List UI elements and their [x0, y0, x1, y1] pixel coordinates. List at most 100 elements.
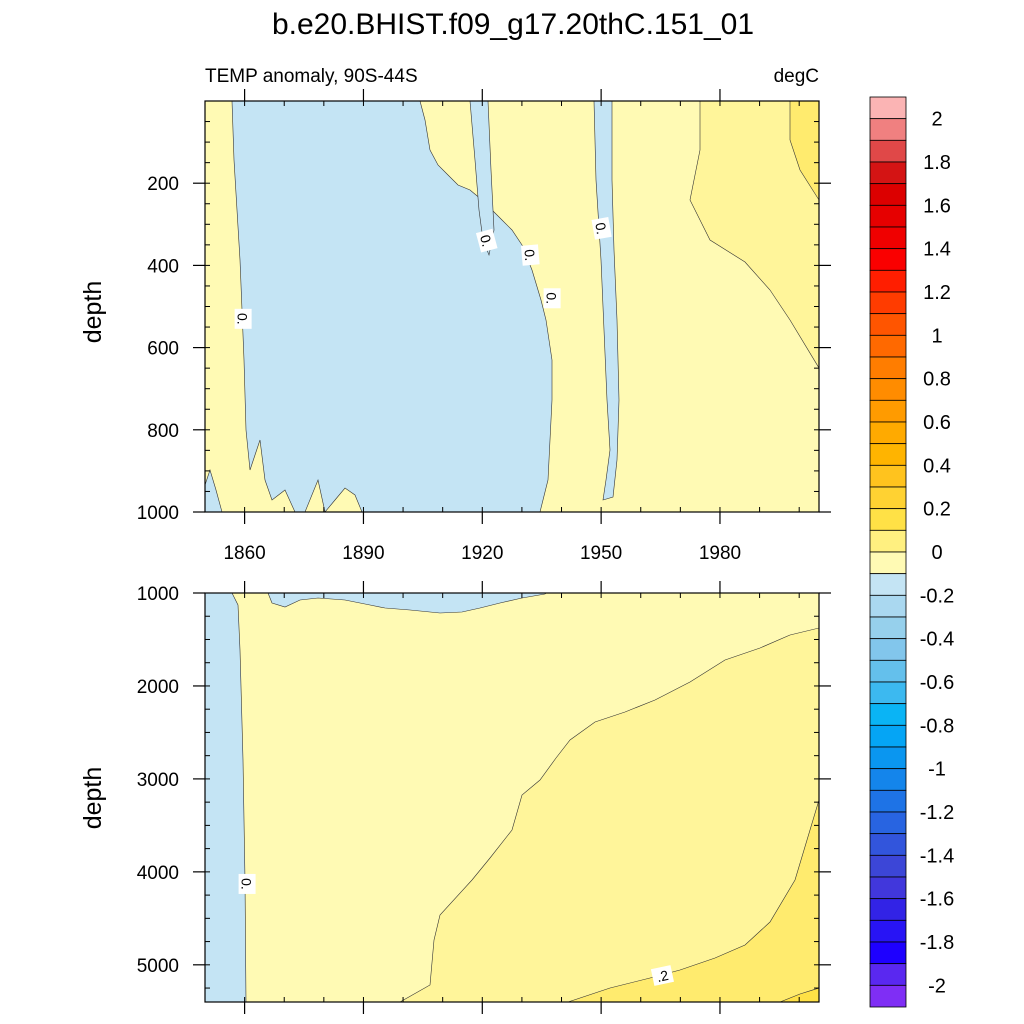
- upper-fill-band-0.1-0.2: [689, 101, 819, 369]
- colorbar-box: [869, 746, 907, 770]
- lower-y-tick-label: 3000: [137, 770, 179, 791]
- colorbar-box: [869, 551, 907, 575]
- x-tick-label: 1920: [461, 543, 503, 564]
- colorbar-box: [869, 724, 907, 748]
- lower-contour-fill: [205, 593, 819, 1002]
- colorbar-label: 0.4: [923, 455, 951, 477]
- upper-panel: 200 400 600 800 1000 0. 0. 0. 0. 0. depth: [79, 89, 831, 524]
- upper-contour-label-bg: [475, 228, 498, 253]
- colorbar-box: [869, 161, 907, 185]
- colorbar-box: [869, 941, 907, 965]
- lower-frame: [204, 592, 820, 1003]
- lower-contour-label-bg: [650, 965, 674, 986]
- upper-contour-label-text: 0.: [521, 249, 538, 262]
- colorbar-label: 1.2: [923, 282, 951, 304]
- lower-y-tick-label: 1000: [137, 584, 179, 605]
- colorbar-box: [869, 334, 907, 358]
- colorbar-box: [869, 768, 907, 791]
- colorbar-box: [869, 291, 907, 315]
- colorbar-box: [869, 638, 907, 661]
- lower-contour-labels: 0. .2: [238, 873, 674, 986]
- colorbar-box: [869, 616, 907, 640]
- upper-x-ticks: [204, 89, 800, 524]
- upper-contour-label: 0.: [475, 228, 498, 253]
- upper-fill-band-0.2-0.3: [789, 101, 819, 201]
- lower-contour-label: .2: [650, 965, 674, 986]
- colorbar-label: -0.4: [920, 629, 954, 651]
- upper-y-axis-label: depth: [79, 281, 107, 344]
- colorbar-box: [869, 378, 907, 401]
- colorbar-box: [869, 139, 907, 163]
- colorbar-box: [869, 659, 907, 683]
- colorbar-box: [869, 573, 907, 596]
- upper-contour-label: 0.: [543, 288, 561, 309]
- lower-contour-label-text: .2: [655, 967, 670, 985]
- colorbar-label: -2: [928, 975, 946, 997]
- upper-fill-band-neg-sliver: [469, 101, 495, 257]
- upper-fill-band-neg-main: [231, 101, 553, 512]
- lower-contour-label-bg: [238, 873, 256, 894]
- colorbar-label: -0.2: [920, 585, 954, 607]
- x-tick-label: 1860: [223, 543, 265, 564]
- upper-contour-label-text: 0.: [544, 292, 560, 304]
- upper-contour-label: 0.: [520, 244, 540, 266]
- colorbar-box: [869, 963, 907, 986]
- colorbar-box: [869, 876, 907, 900]
- upper-contour-label-text: 0.: [477, 233, 495, 248]
- colorbar-box: [869, 486, 907, 510]
- colorbar-label: 1: [931, 325, 942, 347]
- colorbar-box: [869, 421, 907, 445]
- colorbar-box: [869, 204, 907, 228]
- colorbar-box: [869, 833, 907, 856]
- colorbar-box: [869, 118, 907, 141]
- colorbar-label: 0.6: [923, 412, 951, 434]
- colorbar-box: [869, 508, 907, 531]
- upper-contour-label-text: 0.: [592, 221, 610, 235]
- x-tick-label: 1980: [699, 543, 741, 564]
- lower-fill-band-neg-left: [205, 593, 247, 1002]
- colorbar-box: [869, 96, 907, 120]
- upper-y-tick-label: 800: [147, 421, 179, 442]
- lower-y-tick-label: 5000: [137, 956, 179, 977]
- upper-y-tick-label: 600: [147, 339, 179, 360]
- lower-fill-band-0.2-0.3: [567, 799, 819, 1002]
- upper-y-ticks: 200 400 600 800 1000: [137, 100, 831, 524]
- lower-contour-label: 0.: [238, 873, 256, 894]
- lower-contour-label-text: 0.: [239, 878, 255, 890]
- colorbar-box: [869, 789, 907, 813]
- lower-x-ticks: [204, 581, 800, 1014]
- colorbar-label: 1.4: [923, 239, 951, 261]
- upper-contour-label-bg: [543, 288, 561, 309]
- upper-fill-band-neg-1950: [593, 101, 620, 501]
- colorbar-box: [869, 269, 907, 293]
- upper-contour-fill: [205, 101, 819, 512]
- colorbar-label: 2: [931, 109, 942, 131]
- upper-contour-label-bg: [591, 216, 612, 240]
- upper-contour-label-bg: [234, 308, 252, 329]
- colorbar-label: 0.8: [923, 369, 951, 391]
- lower-y-axis-label: depth: [79, 767, 107, 830]
- upper-contour-labels: 0. 0. 0. 0. 0.: [234, 216, 612, 329]
- colorbar-label: 1.6: [923, 195, 951, 217]
- colorbar-box: [869, 681, 907, 705]
- colorbar-box: [869, 529, 907, 553]
- colorbar-label: -1.2: [920, 802, 954, 824]
- upper-fill-band-neg-left: [205, 469, 223, 512]
- colorbar-box: [869, 811, 907, 835]
- colorbar-box: [869, 919, 907, 943]
- x-tick-label: 1950: [580, 543, 622, 564]
- chart-title: b.e20.BHIST.f09_g17.20thC.151_01: [272, 8, 754, 41]
- colorbar-label: -1: [928, 759, 946, 781]
- colorbar-box: [869, 898, 907, 921]
- colorbar-label: -1.4: [920, 845, 954, 867]
- colorbar-box: [869, 594, 907, 618]
- lower-fill-band-0.3-0.4: [779, 987, 819, 1002]
- upper-contour-label-bg: [520, 244, 540, 266]
- colorbar-box: [869, 399, 907, 423]
- upper-contour-label: 0.: [591, 216, 612, 240]
- colorbar-label: -0.8: [920, 715, 954, 737]
- colorbar-box: [869, 984, 907, 1008]
- colorbar-label: 0: [931, 542, 942, 564]
- colorbar-label: 1.8: [923, 152, 951, 174]
